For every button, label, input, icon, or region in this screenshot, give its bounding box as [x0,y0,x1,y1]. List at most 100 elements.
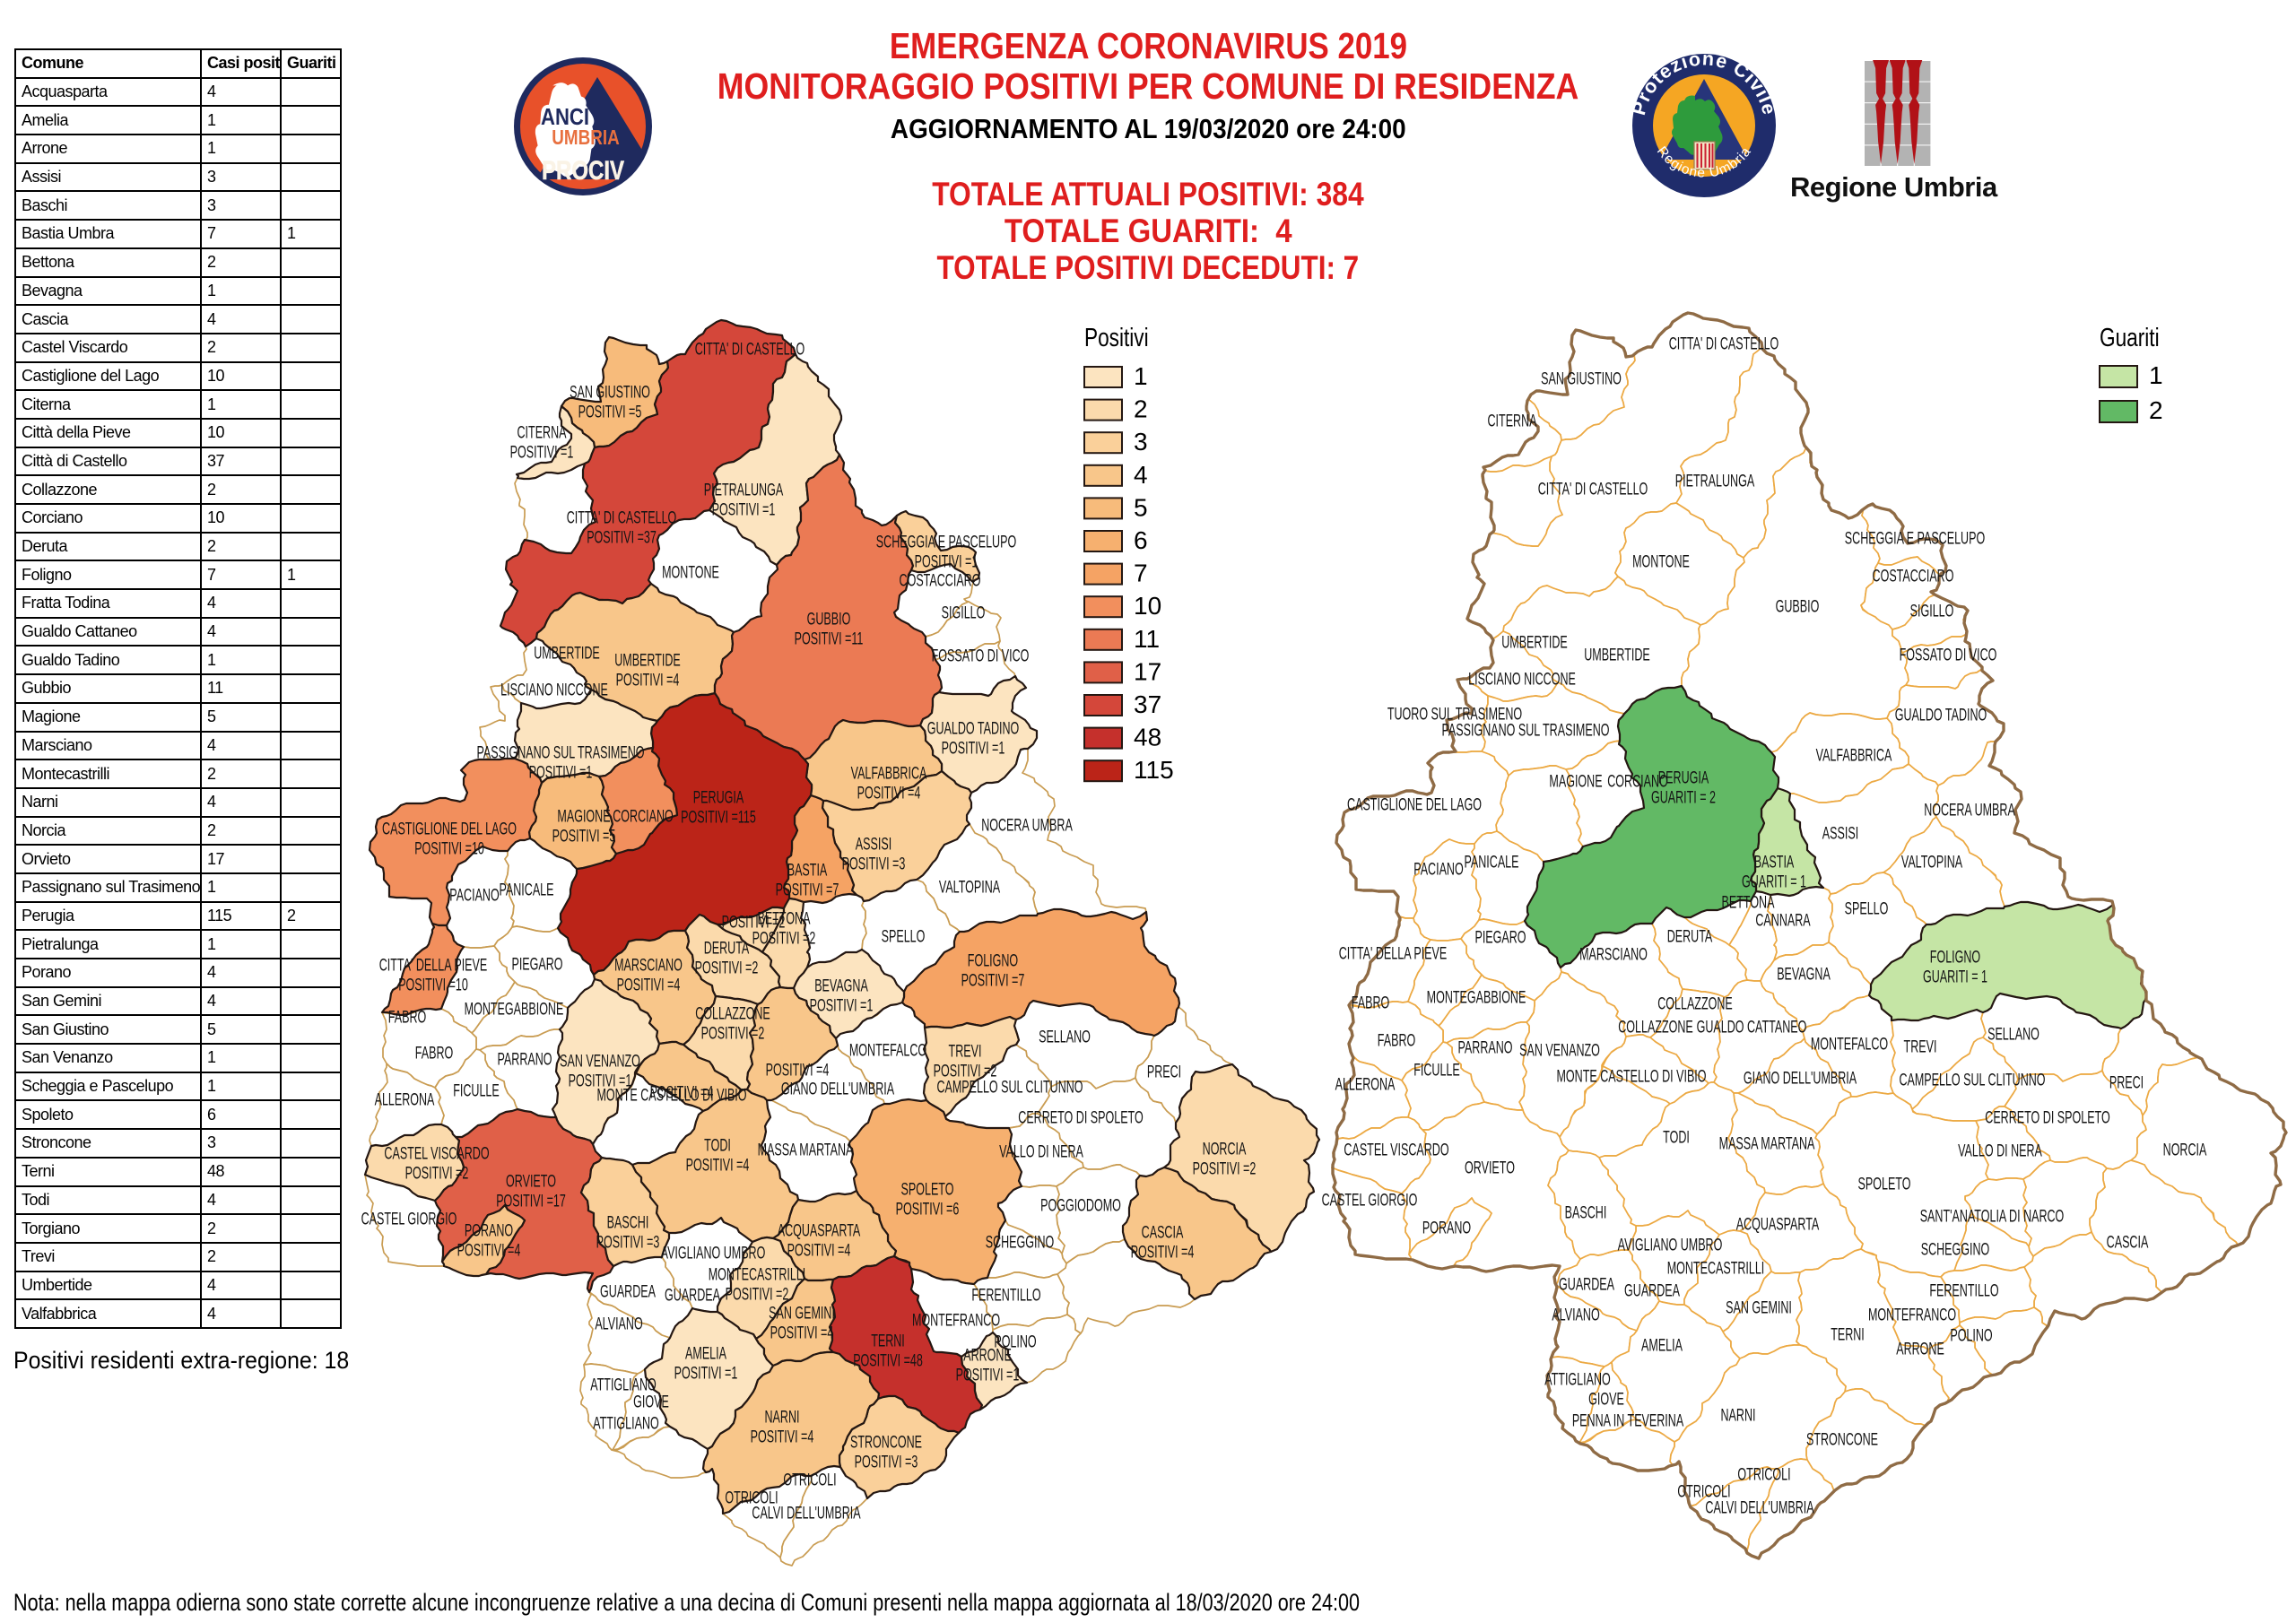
svg-text:VALFABBRICA: VALFABBRICA [851,764,927,783]
svg-text:POSITIVI =4: POSITIVI =4 [616,671,680,690]
svg-text:MONTECASTRILLI: MONTECASTRILLI [709,1265,806,1284]
svg-text:VALLO DI NERA: VALLO DI NERA [1958,1141,2042,1160]
svg-text:SAN GEMINI: SAN GEMINI [769,1304,835,1323]
svg-text:10: 10 [1134,592,1161,620]
svg-text:CITTA' DI CASTELLO: CITTA' DI CASTELLO [1669,334,1779,353]
svg-text:FOLIGNO: FOLIGNO [968,951,1018,970]
svg-text:CITTA' DI CASTELLO: CITTA' DI CASTELLO [1538,480,1648,499]
svg-text:ASSISI: ASSISI [856,835,891,854]
svg-text:POSITIVI =2: POSITIVI =2 [934,1062,997,1081]
svg-text:SPELLO: SPELLO [882,927,926,946]
svg-text:POSITIVI =7: POSITIVI =7 [961,971,1025,990]
svg-text:SIGILLO: SIGILLO [1910,602,1954,621]
svg-text:SPOLETO: SPOLETO [1858,1175,1911,1193]
svg-text:COLLAZZONE: COLLAZZONE [1618,1018,1693,1037]
svg-text:LISCIANO NICCONE: LISCIANO NICCONE [500,681,608,699]
svg-text:PASSIGNANO SUL TRASIMENO: PASSIGNANO SUL TRASIMENO [1442,721,1610,740]
svg-text:FABRO: FABRO [415,1044,453,1063]
svg-text:CITTA' DELLA PIEVE: CITTA' DELLA PIEVE [1339,944,1448,963]
svg-text:POSITIVI =10: POSITIVI =10 [398,976,468,994]
svg-text:POSITIVI =2: POSITIVI =2 [722,913,786,932]
svg-text:SAN VENANZO: SAN VENANZO [560,1052,640,1071]
svg-text:POSITIVI =48: POSITIVI =48 [853,1351,923,1370]
svg-text:AMELIA: AMELIA [1641,1336,1683,1355]
svg-text:ALLERONA: ALLERONA [375,1090,435,1109]
svg-text:MAGIONE: MAGIONE [557,807,610,826]
svg-text:OTRICOLI: OTRICOLI [725,1488,778,1507]
svg-text:MONTE CASTELLO DI VIBIO: MONTE CASTELLO DI VIBIO [596,1086,746,1105]
svg-text:AVIGLIANO UMBRO: AVIGLIANO UMBRO [1618,1236,1723,1254]
svg-text:1: 1 [1134,362,1148,390]
svg-text:CITTA' DI CASTELLO: CITTA' DI CASTELLO [567,508,677,527]
svg-text:BETTONA: BETTONA [1722,893,1775,912]
svg-text:4: 4 [1134,461,1148,489]
svg-text:FICULLE: FICULLE [453,1081,500,1100]
svg-text:POSITIVI =1: POSITIVI =1 [674,1364,738,1383]
svg-text:GIANO DELL'UMBRIA: GIANO DELL'UMBRIA [1744,1069,1857,1088]
svg-text:POSITIVI =6: POSITIVI =6 [896,1200,960,1219]
svg-text:PENNA IN TEVERINA: PENNA IN TEVERINA [1572,1411,1684,1430]
svg-text:OTRICOLI: OTRICOLI [1677,1482,1730,1501]
svg-text:POSITIVI =5: POSITIVI =5 [552,827,616,846]
svg-text:ANCI: ANCI [541,104,589,130]
svg-text:POSITIVI =2: POSITIVI =2 [701,1024,765,1043]
svg-text:CASTEL GIORGIO: CASTEL GIORGIO [1322,1191,1418,1210]
svg-text:MAGIONE: MAGIONE [1549,772,1602,791]
svg-text:POSITIVI =11: POSITIVI =11 [795,629,864,648]
svg-text:FOSSATO DI VICO: FOSSATO DI VICO [932,647,1030,665]
svg-text:MONTE CASTELLO DI VIBIO: MONTE CASTELLO DI VIBIO [1556,1067,1706,1086]
svg-text:CAMPELLO SUL CLITUNNO: CAMPELLO SUL CLITUNNO [1899,1071,2045,1089]
svg-text:GUALDO CATTANEO: GUALDO CATTANEO [1697,1018,1807,1037]
svg-text:PRECI: PRECI [2109,1073,2144,1092]
svg-text:NORCIA: NORCIA [1203,1140,1247,1159]
svg-text:POSITIVI =4: POSITIVI =4 [617,976,681,994]
svg-text:STRONCONE: STRONCONE [1806,1430,1878,1449]
svg-text:SCHEGGIA E PASCELUPO: SCHEGGIA E PASCELUPO [876,533,1016,551]
svg-text:PERUGIA: PERUGIA [1658,768,1709,787]
svg-text:PIETRALUNGA: PIETRALUNGA [1675,472,1755,490]
svg-text:CALVI DELL'UMBRIA: CALVI DELL'UMBRIA [1705,1498,1813,1517]
svg-text:CASTEL VISCARDO: CASTEL VISCARDO [1344,1141,1448,1159]
svg-text:OTRICOLI: OTRICOLI [783,1471,836,1489]
svg-text:BASTIA: BASTIA [787,861,828,880]
svg-text:TODI: TODI [704,1136,731,1155]
svg-text:ORVIETO: ORVIETO [1465,1159,1515,1177]
svg-text:TREVI: TREVI [949,1042,982,1061]
svg-text:TODI: TODI [1663,1128,1690,1147]
svg-text:TREVI: TREVI [1904,1037,1937,1056]
svg-text:POSITIVI =1: POSITIVI =1 [915,552,978,571]
svg-text:MONTONE: MONTONE [1632,552,1690,571]
svg-text:POGGIODOMO: POGGIODOMO [1040,1196,1121,1215]
svg-text:17: 17 [1134,657,1161,685]
svg-text:CITERNA: CITERNA [1488,412,1537,430]
svg-text:CASTEL VISCARDO: CASTEL VISCARDO [384,1144,489,1163]
svg-text:Regione Umbria: Regione Umbria [1790,171,1998,203]
svg-text:MONTEFRANCO: MONTEFRANCO [912,1311,1000,1330]
svg-text:7: 7 [1134,560,1148,587]
svg-text:CERRETO DI SPOLETO: CERRETO DI SPOLETO [1985,1108,2109,1127]
svg-text:5: 5 [1134,493,1148,521]
svg-text:DERUTA: DERUTA [704,939,750,958]
svg-text:POSITIVI =1: POSITIVI =1 [529,763,593,782]
svg-text:DERUTA: DERUTA [1667,927,1713,946]
svg-text:UMBERTIDE: UMBERTIDE [1501,633,1568,652]
svg-text:ALVIANO: ALVIANO [595,1315,642,1333]
svg-text:BEVAGNA: BEVAGNA [1777,965,1831,984]
svg-text:CERRETO DI SPOLETO: CERRETO DI SPOLETO [1018,1108,1143,1127]
svg-text:POSITIVI =3: POSITIVI =3 [855,1453,918,1471]
svg-text:1: 1 [2149,361,2163,389]
svg-text:POSITIVI =4: POSITIVI =4 [457,1241,521,1260]
svg-text:ASSISI: ASSISI [1822,824,1858,843]
svg-text:MONTECASTRILLI: MONTECASTRILLI [1667,1259,1765,1278]
svg-text:MONTEGABBIONE: MONTEGABBIONE [465,1000,564,1019]
svg-text:POSITIVI =3: POSITIVI =3 [842,855,906,873]
svg-text:VALTOPINA: VALTOPINA [939,878,1000,897]
svg-text:PORANO: PORANO [1422,1219,1471,1237]
svg-text:GUARITI = 1: GUARITI = 1 [1742,872,1806,891]
svg-text:FOLIGNO: FOLIGNO [1930,948,1980,967]
svg-text:POSITIVI =115: POSITIVI =115 [681,808,756,827]
svg-text:NORCIA: NORCIA [2163,1141,2207,1159]
svg-text:GIANO DELL'UMBRIA: GIANO DELL'UMBRIA [781,1080,894,1098]
svg-text:MONTEGABBIONE: MONTEGABBIONE [1427,988,1526,1007]
svg-text:POSITIVI =1: POSITIVI =1 [712,500,776,519]
